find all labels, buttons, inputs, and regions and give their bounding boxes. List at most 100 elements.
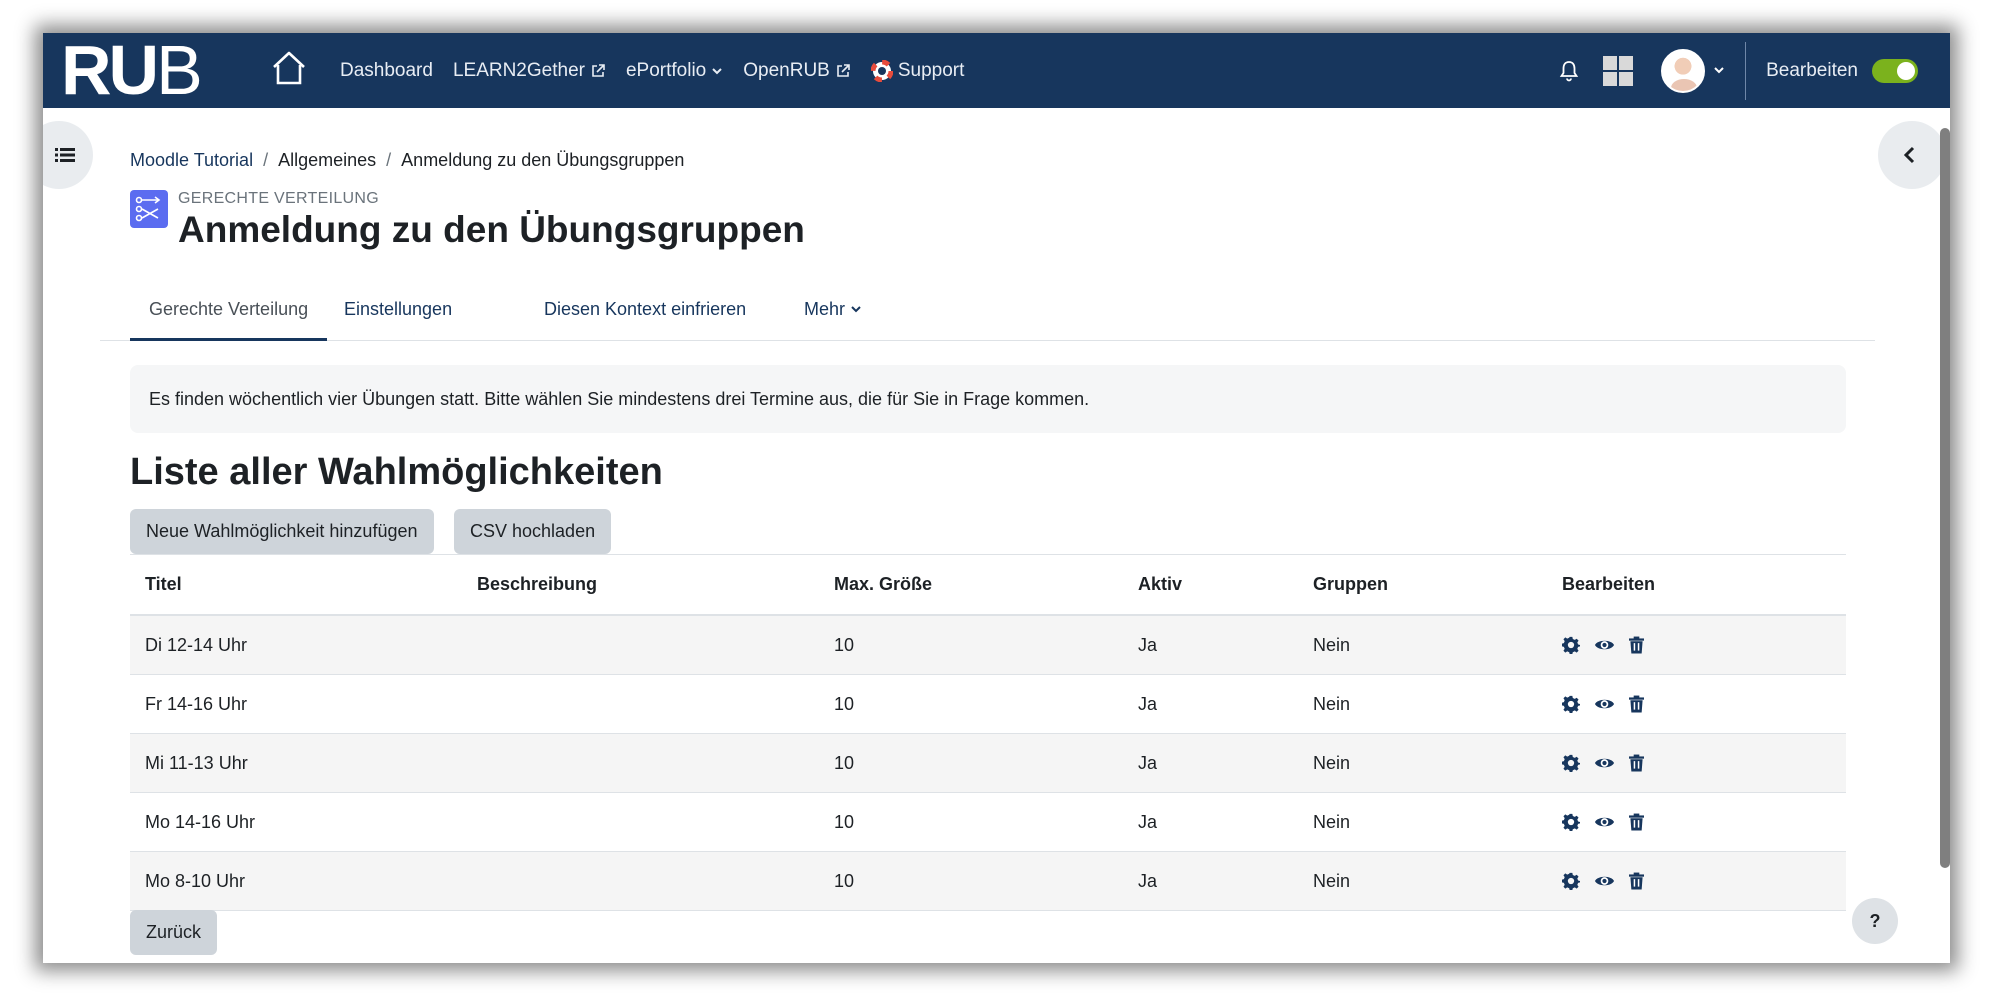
trash-icon[interactable] [1629, 636, 1644, 654]
table-row: Di 12-14 Uhr 10 Ja Nein [130, 616, 1846, 675]
trash-icon[interactable] [1629, 872, 1644, 890]
external-link-icon [837, 63, 850, 77]
table-cell: 10 [834, 811, 855, 832]
eye-icon[interactable] [1594, 873, 1615, 889]
nav-label: LEARN2Gether [452, 59, 585, 81]
block-drawer-toggle[interactable] [1878, 121, 1946, 189]
ratingallocate-icon [130, 190, 168, 228]
breadcrumb-current: Anmeldung zu den Übungsgruppen [401, 150, 685, 170]
help-button[interactable]: ? [1852, 898, 1898, 944]
breadcrumb: Moodle Tutorial / Allgemeines / Anmeldun… [130, 150, 684, 171]
chevron-down-icon[interactable] [1713, 63, 1725, 79]
table-row: Mi 11-13 Uhr 10 Ja Nein [130, 734, 1846, 793]
table-cell: Ja [1138, 634, 1158, 655]
table-cell: Ja [1138, 752, 1158, 773]
table-cell: Nein [1313, 693, 1351, 714]
table-cell: Nein [1313, 811, 1351, 832]
row-actions [1562, 852, 1644, 910]
table-cell: Nein [1313, 752, 1351, 773]
gear-icon[interactable] [1562, 872, 1580, 890]
nav-eportfolio[interactable]: ePortfolio [626, 60, 723, 82]
upload-csv-button[interactable]: CSV hochladen [454, 509, 612, 554]
column-header: Gruppen [1313, 574, 1388, 594]
nav-label: OpenRUB [743, 59, 830, 81]
breadcrumb-course[interactable]: Moodle Tutorial [130, 150, 254, 170]
trash-icon[interactable] [1629, 813, 1644, 831]
course-index-toggle[interactable] [43, 121, 93, 189]
breadcrumb-section[interactable]: Allgemeines [278, 150, 377, 170]
table-cell: Mo 14-16 Uhr [145, 811, 256, 832]
section-title: Liste aller Wahlmöglichkeiten [130, 451, 663, 493]
back-button[interactable]: Zurück [130, 910, 218, 955]
trash-icon[interactable] [1629, 754, 1644, 772]
eye-icon[interactable] [1594, 814, 1615, 830]
table-cell: Nein [1313, 870, 1351, 891]
table-cell: Di 12-14 Uhr [145, 634, 248, 655]
activity-type: GERECHTE VERTEILUNG [178, 190, 379, 207]
gear-icon[interactable] [1562, 754, 1580, 772]
row-actions [1562, 734, 1644, 792]
table-row: Mo 14-16 Uhr 10 Ja Nein [130, 793, 1846, 852]
nav-label: Support [897, 59, 965, 81]
eye-icon[interactable] [1594, 637, 1615, 653]
scrollbar[interactable] [1940, 128, 1950, 868]
intro-box: Es finden wöchentlich vier Übungen statt… [130, 365, 1846, 433]
nav-learn2gether[interactable]: LEARN2Gether [453, 60, 606, 82]
edit-mode-toggle[interactable] [1872, 58, 1918, 83]
nav-label: ePortfolio [625, 59, 707, 81]
tab-einstellungen[interactable]: Einstellungen [344, 299, 453, 319]
column-header: Titel [145, 574, 182, 594]
table-cell: Ja [1138, 693, 1158, 714]
breadcrumb-separator: / [263, 150, 269, 170]
page-title: Anmeldung zu den Übungsgruppen [178, 209, 805, 250]
gear-icon[interactable] [1562, 636, 1580, 654]
apps-grid-icon[interactable] [1603, 55, 1634, 86]
table-cell: 10 [834, 752, 855, 773]
column-header: Max. Größe [834, 574, 933, 594]
choices-table: Titel Beschreibung Max. Größe Aktiv Grup… [130, 554, 1846, 911]
tab-kontext-einfrieren[interactable]: Diesen Kontext einfrieren [544, 299, 747, 319]
table-header: Titel Beschreibung Max. Größe Aktiv Grup… [130, 555, 1846, 616]
table-cell: 10 [834, 870, 855, 891]
home-icon[interactable] [268, 47, 310, 89]
bell-icon[interactable] [1557, 59, 1581, 83]
external-link-icon [592, 63, 605, 77]
column-header: Aktiv [1138, 574, 1183, 594]
eye-icon[interactable] [1594, 696, 1615, 712]
eye-icon[interactable] [1594, 755, 1615, 771]
add-choice-button[interactable]: Neue Wahlmöglichkeit hinzufügen [130, 509, 434, 554]
table-cell: Ja [1138, 811, 1158, 832]
chevron-left-icon [1903, 146, 1915, 164]
table-cell: Nein [1313, 634, 1351, 655]
chevron-down-icon [712, 67, 722, 74]
avatar[interactable] [1661, 48, 1706, 93]
list-icon [55, 148, 75, 162]
table-cell: Mi 11-13 Uhr [145, 752, 248, 773]
table-cell: Fr 14-16 Uhr [145, 693, 248, 714]
table-cell: Ja [1138, 870, 1158, 891]
table-cell: 10 [834, 634, 855, 655]
trash-icon[interactable] [1629, 695, 1644, 713]
divider [1745, 41, 1747, 100]
gear-icon[interactable] [1562, 813, 1580, 831]
rub-logo[interactable]: RUB [61, 33, 203, 109]
nav-openrub[interactable]: OpenRUB [743, 60, 851, 82]
edit-mode-label: Bearbeiten [1766, 59, 1858, 81]
column-header: Beschreibung [477, 574, 598, 594]
navbar: RUB Dashboard LEARN2Gether ePortfolio [43, 33, 1950, 108]
table-cell: Mo 8-10 Uhr [145, 870, 246, 891]
chevron-down-icon [851, 306, 861, 313]
tab-gerechte-verteilung[interactable]: Gerechte Verteilung [130, 288, 328, 341]
breadcrumb-separator: / [386, 150, 392, 170]
primary-navigation: Dashboard LEARN2Gether ePortfolio OpenRU… [340, 33, 984, 108]
tab-mehr-label: Mehr [804, 299, 846, 319]
tab-mehr[interactable]: Mehr [785, 288, 881, 341]
table-row: Fr 14-16 Uhr 10 Ja Nein [130, 675, 1846, 734]
gear-icon[interactable] [1562, 695, 1580, 713]
row-actions [1562, 793, 1644, 851]
nav-dashboard[interactable]: Dashboard [340, 60, 433, 82]
lifebuoy-icon [870, 59, 893, 82]
table-cell: 10 [834, 693, 855, 714]
nav-support[interactable]: Support [870, 59, 965, 82]
table-row: Mo 8-10 Uhr 10 Ja Nein [130, 852, 1846, 911]
